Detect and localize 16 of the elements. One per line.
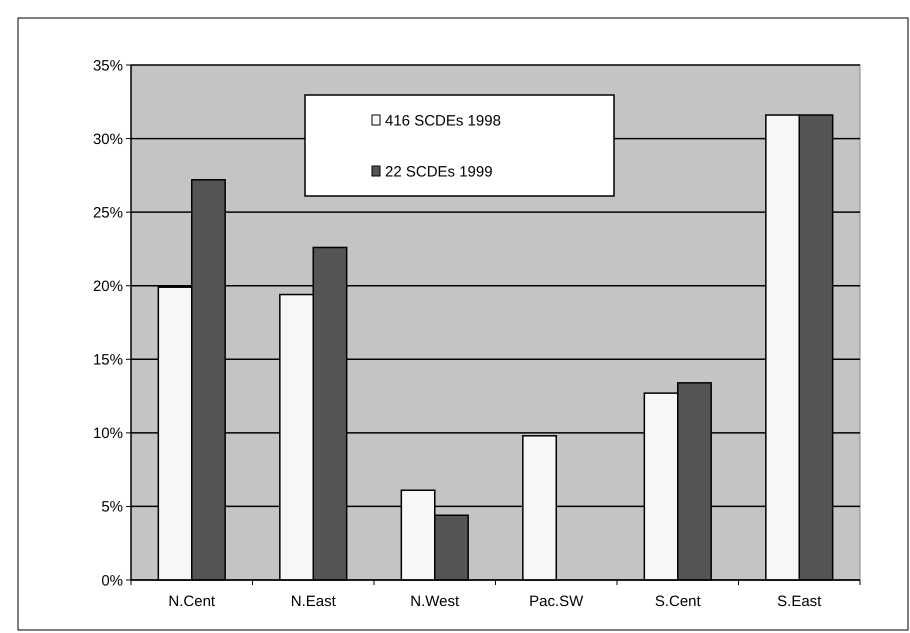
x-tick-label: N.East [290,593,337,610]
y-tick-label: 30% [92,130,123,148]
x-tick-label: S.East [777,593,822,610]
legend-label: 416 SCDEs 1998 [385,112,501,130]
y-tick-label: 5% [101,498,123,516]
y-tick-label: 35% [92,57,123,74]
y-tick-label: 0% [101,572,123,590]
x-tick-label: S.Cent [654,593,702,610]
y-tick-label: 20% [92,278,123,295]
x-tick-label: N.West [410,593,460,610]
x-tick-label: N.Cent [168,593,216,610]
y-tick-label: 10% [92,425,123,442]
y-tick-label: 15% [92,352,123,369]
y-tick-label: 25% [92,204,123,222]
x-tick-label: Pac.SW [529,593,584,610]
legend-label: 22 SCDEs 1999 [385,163,493,180]
